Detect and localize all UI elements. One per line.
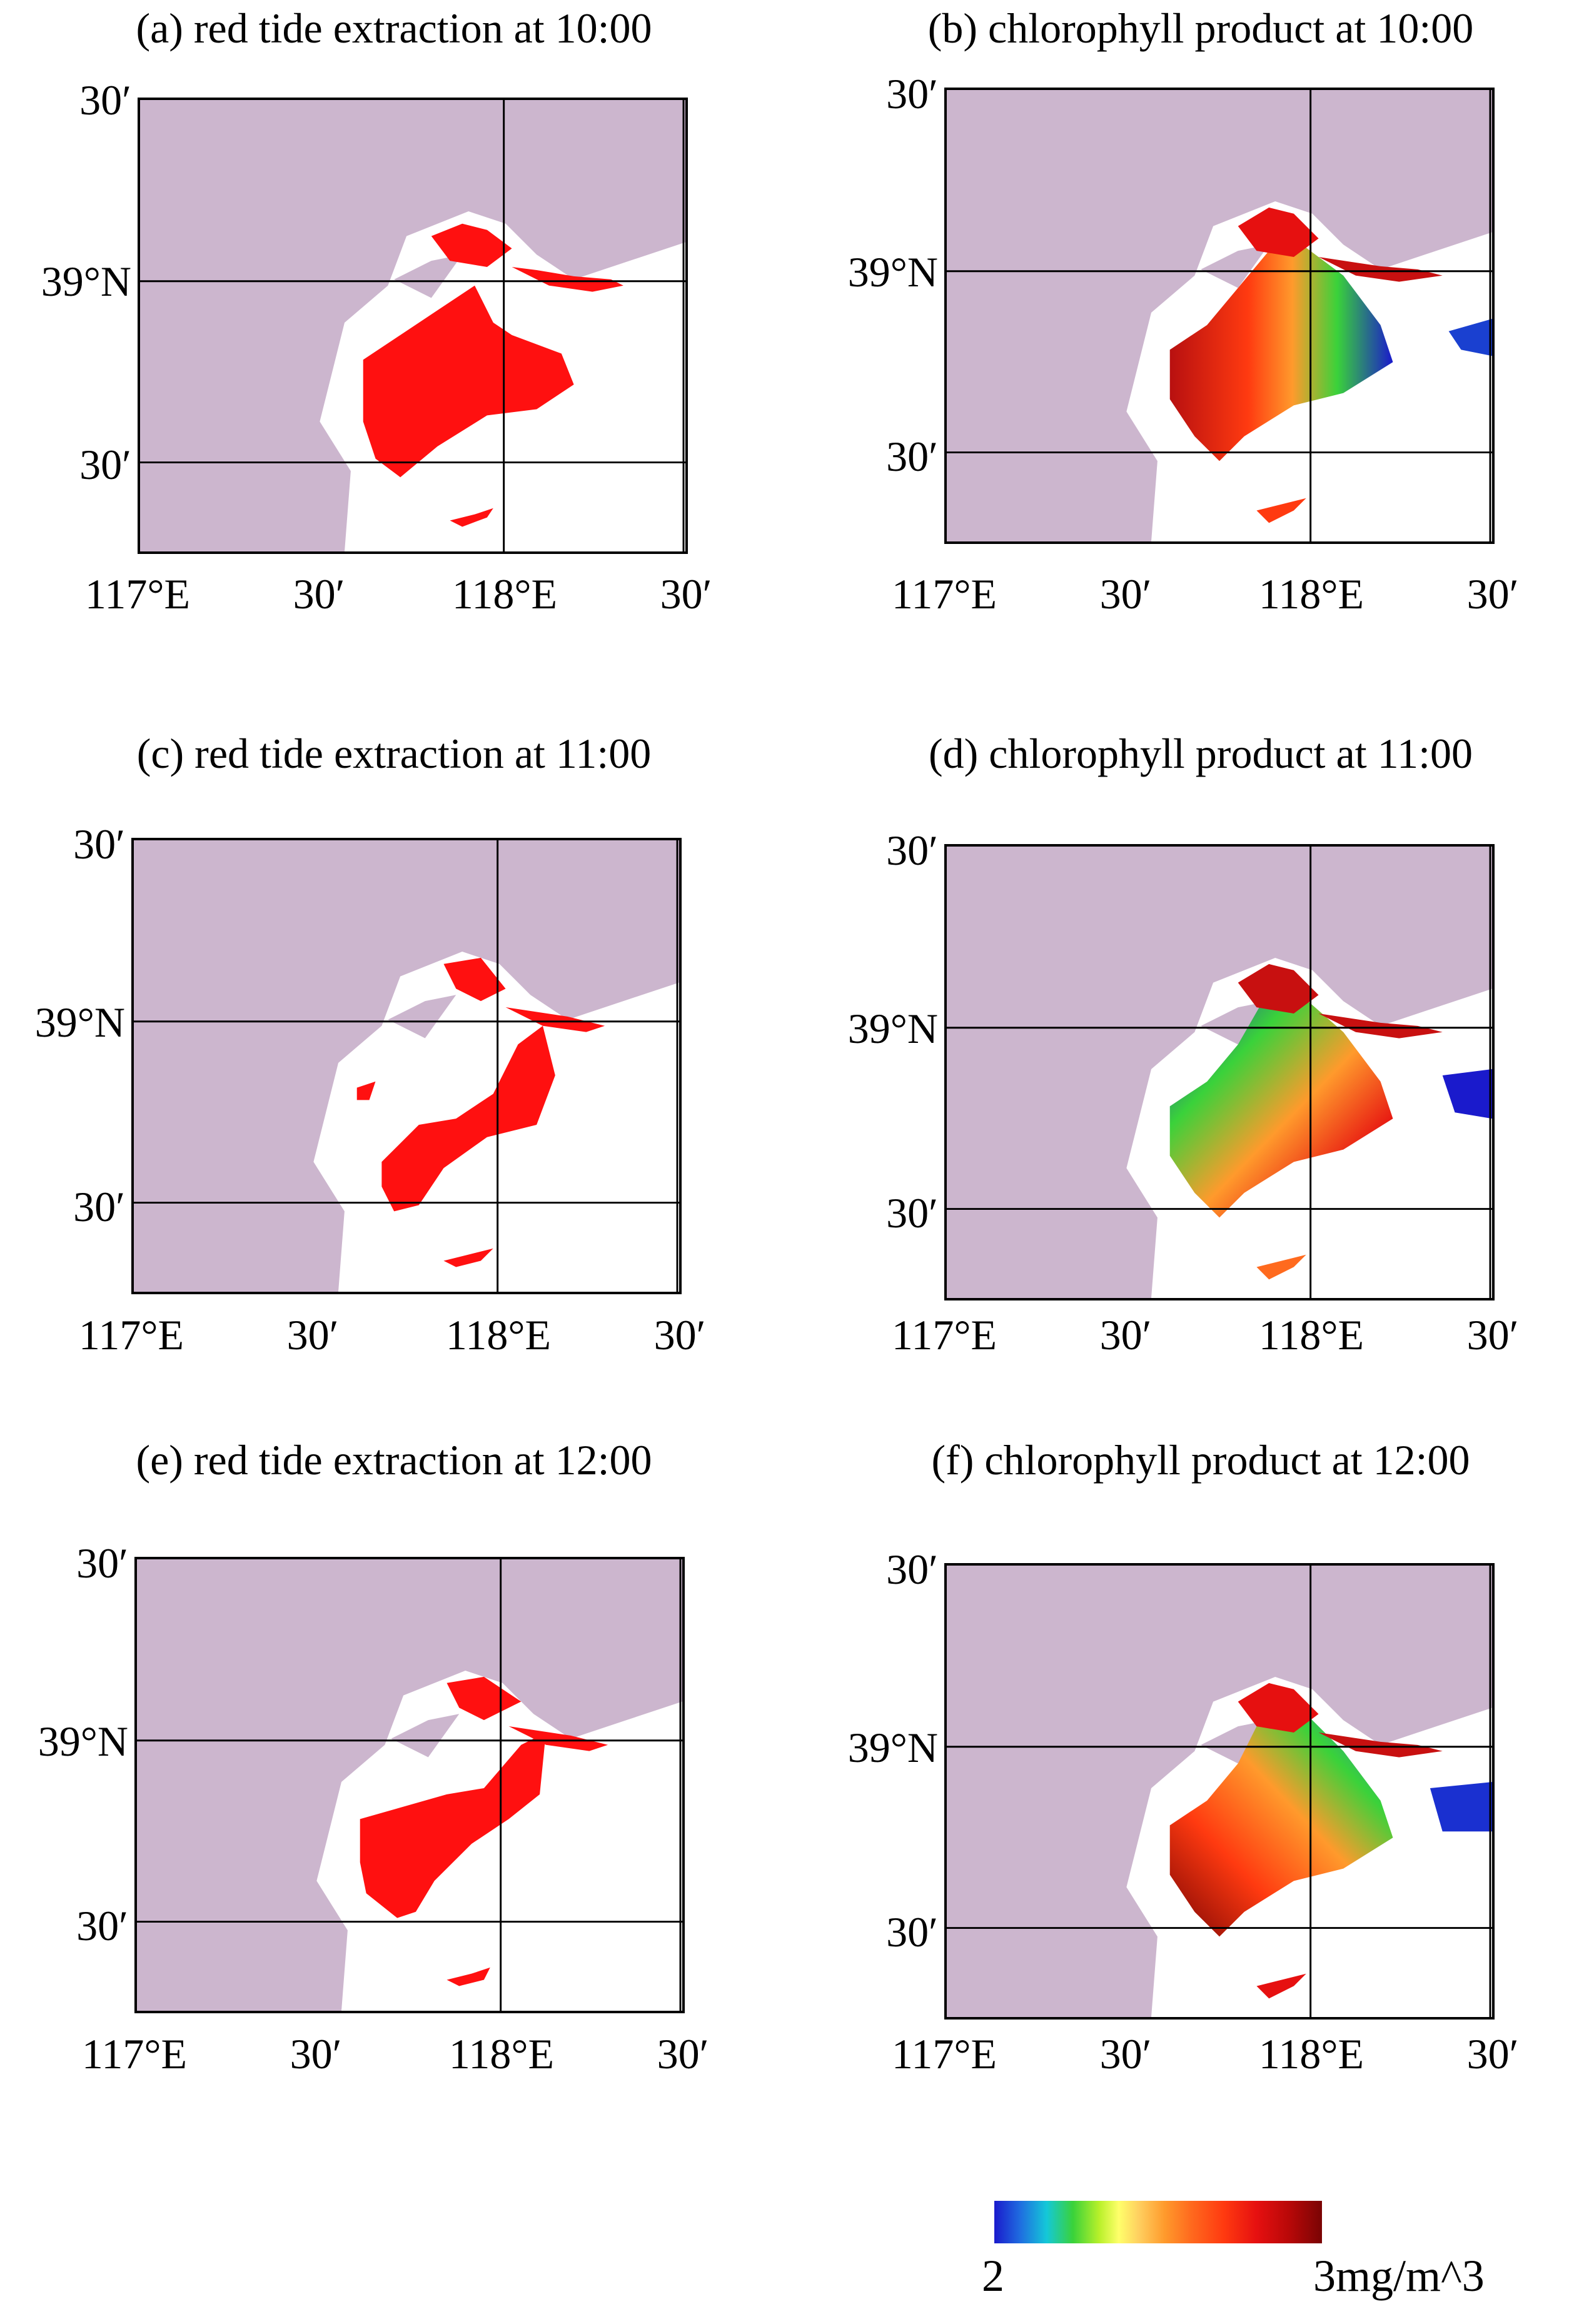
lon-label-117e: 117°E	[78, 1311, 184, 1359]
map-frame	[944, 844, 1495, 1300]
lat-label-39n: 39°N	[847, 1724, 938, 1771]
red-tide-map	[134, 840, 679, 1292]
lon-label-30-b: 30′	[653, 1311, 706, 1359]
chlorophyll-map	[947, 90, 1492, 541]
lat-label-39n: 39°N	[847, 1005, 938, 1052]
colorbar-min-label: 2	[982, 2251, 1004, 2301]
lon-label-30-b: 30′	[660, 570, 712, 618]
panel-e: (e) red tide extraction at 12:00 30′ 39°…	[19, 1432, 769, 2145]
chlorophyll-map	[947, 1566, 1492, 2017]
lat-label-top: 30′	[76, 1539, 128, 1587]
lon-label-117e: 117°E	[81, 2030, 188, 2078]
lon-label-30-a: 30′	[293, 570, 345, 618]
lon-label-118e: 118°E	[448, 2030, 555, 2078]
chlorophyll-map	[947, 847, 1492, 1298]
panel-a: (a) red tide extraction at 10:00 30′ 39°…	[19, 0, 769, 713]
lat-label-39n: 39°N	[41, 258, 131, 305]
lat-label-bottom: 30′	[79, 441, 131, 488]
lat-label-bottom: 30′	[76, 1902, 128, 1949]
panel-title: (f) chlorophyll product at 12:00	[931, 1436, 1470, 1484]
lon-label-118e: 118°E	[1258, 1311, 1364, 1359]
red-tide-map	[140, 100, 685, 551]
panel-d: (d) chlorophyll product at 11:00	[825, 725, 1576, 1438]
lon-label-118e: 118°E	[1258, 2030, 1364, 2078]
lon-label-118e: 118°E	[445, 1311, 552, 1359]
lon-label-117e: 117°E	[891, 2030, 997, 2078]
colorbar-legend: 2 3mg/m^3	[938, 2188, 1501, 2313]
lon-label-30-a: 30′	[290, 2030, 342, 2078]
lat-label-top: 30′	[886, 70, 938, 118]
map-frame	[138, 98, 688, 554]
map-frame	[944, 88, 1495, 544]
panel-b: (b) chlorophyll product at 10:00	[825, 0, 1576, 713]
red-tide-map	[137, 1559, 682, 2011]
lat-label-top: 30′	[79, 76, 131, 124]
lon-label-30-b: 30′	[1466, 1311, 1519, 1359]
panel-c: (c) red tide extraction at 11:00 30′ 39°…	[19, 725, 769, 1438]
panel-title: (a) red tide extraction at 10:00	[136, 4, 652, 52]
lon-label-117e: 117°E	[891, 570, 997, 618]
panel-f: (f) chlorophyll product at 12:00	[825, 1432, 1576, 2145]
panel-title: (c) red tide extraction at 11:00	[136, 730, 652, 777]
lat-label-bottom: 30′	[73, 1183, 125, 1230]
lon-label-30-b: 30′	[1466, 570, 1519, 618]
lat-label-39n: 39°N	[34, 999, 125, 1046]
lat-label-top: 30′	[886, 1546, 938, 1593]
lon-label-30-a: 30′	[1099, 570, 1152, 618]
lon-label-30-b: 30′	[657, 2030, 709, 2078]
colorbar-max-label: 3mg/m^3	[1313, 2251, 1485, 2301]
panel-title: (b) chlorophyll product at 10:00	[927, 4, 1474, 52]
map-frame	[134, 1557, 685, 2013]
lat-label-bottom: 30′	[886, 1189, 938, 1237]
lat-label-bottom: 30′	[886, 433, 938, 480]
lon-label-30-a: 30′	[286, 1311, 339, 1359]
lon-label-118e: 118°E	[451, 570, 558, 618]
lon-label-30-b: 30′	[1466, 2030, 1519, 2078]
lat-label-39n: 39°N	[847, 248, 938, 296]
map-frame	[131, 838, 682, 1294]
lat-label-bottom: 30′	[886, 1908, 938, 1956]
panel-title: (e) red tide extraction at 12:00	[136, 1436, 652, 1484]
lon-label-118e: 118°E	[1258, 570, 1364, 618]
lon-label-30-a: 30′	[1099, 2030, 1152, 2078]
lon-label-117e: 117°E	[84, 570, 191, 618]
colorbar-gradient	[994, 2201, 1322, 2243]
panel-title: (d) chlorophyll product at 11:00	[929, 730, 1473, 777]
map-frame	[944, 1563, 1495, 2020]
lat-label-top: 30′	[73, 820, 125, 868]
lon-label-117e: 117°E	[891, 1311, 997, 1359]
lat-label-top: 30′	[886, 827, 938, 874]
lon-label-30-a: 30′	[1099, 1311, 1152, 1359]
lat-label-39n: 39°N	[38, 1718, 128, 1765]
